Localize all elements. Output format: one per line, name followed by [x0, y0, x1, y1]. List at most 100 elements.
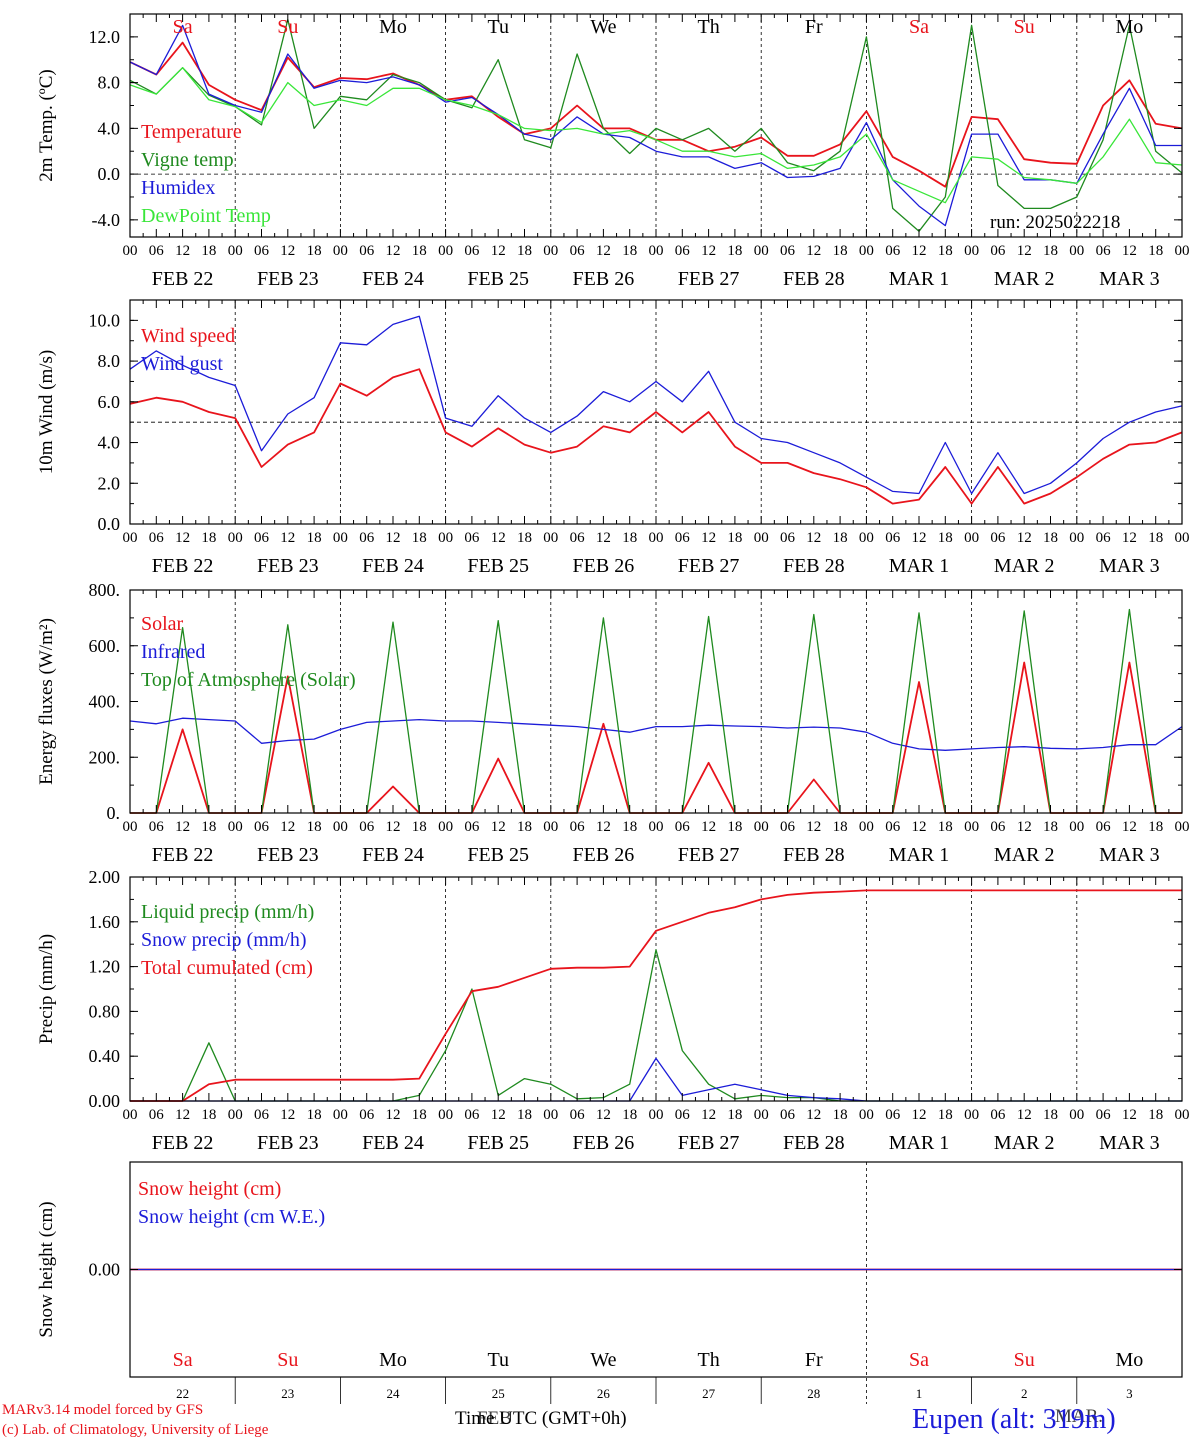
panel2-hour-label: 12 — [386, 530, 401, 546]
panel4-hour-label: 12 — [596, 1107, 611, 1123]
panel1-hour-label: 18 — [727, 243, 742, 259]
panel1-hour-label: 00 — [543, 243, 558, 259]
panel1-hour-label: 00 — [964, 243, 979, 259]
panel1-hour-label: 12 — [596, 243, 611, 259]
panel4-hour-label: 18 — [727, 1107, 742, 1123]
panel2-hour-label: 06 — [570, 530, 586, 546]
panel3-hour-label: 12 — [806, 819, 821, 835]
panel2-date-label: FEB 27 — [678, 555, 740, 577]
panel3-hour-label: 18 — [307, 819, 322, 835]
day-name-top: Su — [277, 16, 298, 38]
day-number-bottom: 24 — [387, 1386, 401, 1401]
panel3-frame — [129, 589, 1183, 814]
panel4-hour-label: 06 — [780, 1107, 796, 1123]
day-number-bottom: 26 — [597, 1386, 611, 1401]
panel1-date-label: MAR 2 — [994, 268, 1055, 290]
panel2-y-tick-label: 10.0 — [89, 310, 121, 330]
panel3-date-label: MAR 2 — [994, 844, 1055, 866]
panel3-hour-label: 00 — [333, 819, 348, 835]
panel3-hour-label: 12 — [491, 819, 506, 835]
panel1-hour-label: 18 — [201, 243, 216, 259]
panel4-hour-label: 06 — [149, 1107, 165, 1123]
panel4-hour-label: 18 — [1043, 1107, 1058, 1123]
panel1-hour-label: 18 — [517, 243, 532, 259]
panel1-date-label: FEB 28 — [783, 268, 845, 290]
panel3-legend-entry: Infrared — [141, 641, 205, 663]
station-label: Eupen (alt: 319m) — [912, 1404, 1116, 1435]
panel1-hour-label: 18 — [412, 243, 427, 259]
day-number-bottom: 23 — [281, 1386, 294, 1401]
panel1-date-label: FEB 23 — [257, 268, 319, 290]
panel3-hour-label: 06 — [990, 819, 1006, 835]
panel1-hour-label: 12 — [175, 243, 190, 259]
panel1-hour-label: 00 — [438, 243, 453, 259]
panel3-legend-entry: Top of Atmosphere (Solar) — [141, 669, 356, 691]
panel2-hour-label: 00 — [1069, 530, 1084, 546]
panel2-hour-label: 12 — [701, 530, 716, 546]
panel1-series-line — [129, 24, 1182, 227]
panel2-hour-label: 00 — [123, 530, 138, 546]
panel3-hour-label: 00 — [754, 819, 769, 835]
panel4-hour-label: 06 — [464, 1107, 480, 1123]
panel4-hour-label: 12 — [701, 1107, 716, 1123]
panel1-date-label: MAR 1 — [889, 268, 950, 290]
panel1-hour-label: 18 — [833, 243, 848, 259]
panel3-hour-label: 06 — [149, 819, 165, 835]
panel2-hour-label: 06 — [254, 530, 270, 546]
panel3-date-label: FEB 25 — [467, 844, 529, 866]
panel2-date-label: FEB 26 — [573, 555, 635, 577]
panel1-legend-entry: Humidex — [141, 177, 215, 199]
panel4-hour-label: 12 — [175, 1107, 190, 1123]
panel4-date-label: FEB 24 — [362, 1132, 424, 1154]
panel2-hour-label: 06 — [149, 530, 165, 546]
panel3-hour-label: 06 — [675, 819, 691, 835]
panel4-y-tick-label: 1.60 — [89, 912, 121, 932]
panel3-date-label: FEB 22 — [152, 844, 214, 866]
panel1-hour-label: 06 — [885, 243, 901, 259]
panel3-hour-label: 12 — [175, 819, 190, 835]
footer-lab: (c) Lab. of Climatology, University of L… — [2, 1422, 269, 1438]
panel2-y-tick-label: 0.0 — [98, 514, 121, 534]
panel5-legend-entry: Snow height (cm W.E.) — [138, 1206, 325, 1228]
panel3-hour-label: 18 — [412, 819, 427, 835]
panel2-y-tick-label: 8.0 — [98, 351, 121, 371]
panel2-y-tick-label: 6.0 — [98, 392, 121, 412]
panel2-hour-label: 18 — [307, 530, 322, 546]
panel1-hour-label: 12 — [701, 243, 716, 259]
panel4-hour-label: 12 — [386, 1107, 401, 1123]
panel2-hour-label: 18 — [938, 530, 953, 546]
panel4-y-tick-label: 1.20 — [89, 957, 121, 977]
day-name-bottom: Fr — [805, 1349, 823, 1371]
panel2-date-label: FEB 22 — [152, 555, 214, 577]
panel5-y-tick-label: 0.00 — [89, 1260, 121, 1280]
panel1-date-label: FEB 22 — [152, 268, 214, 290]
day-name-top: Mo — [1116, 16, 1144, 38]
panel3-hour-label: 18 — [938, 819, 953, 835]
panel3-hour-label: 06 — [464, 819, 480, 835]
panel2-hour-label: 12 — [1122, 530, 1137, 546]
panel2-date-label: FEB 24 — [362, 555, 424, 577]
panel4-series-line — [130, 889, 1182, 1102]
panel4-hour-label: 18 — [307, 1107, 322, 1123]
panel2-hour-label: 18 — [1043, 530, 1058, 546]
panel4-hour-label: 12 — [912, 1107, 927, 1123]
day-number-bottom: 28 — [807, 1386, 820, 1401]
panel3-hour-label: 12 — [912, 819, 927, 835]
panel3-hour-label: 12 — [1017, 819, 1032, 835]
panel5-legend-entry: Snow height (cm) — [138, 1178, 281, 1200]
panel4-hour-label: 00 — [333, 1107, 348, 1123]
panel4-hour-label: 06 — [990, 1107, 1006, 1123]
panel4-hour-label: 18 — [412, 1107, 427, 1123]
panel2-hour-label: 18 — [201, 530, 216, 546]
panel3-hour-label: 00 — [543, 819, 558, 835]
panel4-hour-label: 00 — [754, 1107, 769, 1123]
panel1-hour-label: 00 — [1175, 243, 1190, 259]
panel3-date-label: FEB 23 — [257, 844, 319, 866]
panel4-y-tick-label: 0.40 — [89, 1046, 121, 1066]
panel1-hour-label: 12 — [386, 243, 401, 259]
panel3-y-tick-label: 800. — [89, 580, 121, 600]
panel2-hour-label: 18 — [833, 530, 848, 546]
panel3-hour-label: 06 — [885, 819, 901, 835]
panel2-date-label: MAR 2 — [994, 555, 1055, 577]
panel2-hour-label: 00 — [859, 530, 874, 546]
